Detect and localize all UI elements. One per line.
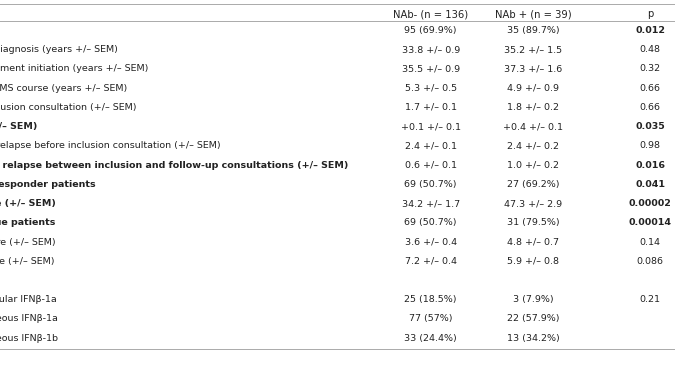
- Text: EDSS at inclusion consultation (+/– SEM): EDSS at inclusion consultation (+/– SEM): [0, 103, 136, 112]
- Text: % of non-responder patients: % of non-responder patients: [0, 180, 95, 189]
- Text: 0.086: 0.086: [637, 257, 664, 266]
- Text: 1.8 +/– 0.2: 1.8 +/– 0.2: [507, 103, 560, 112]
- Text: MFIS score (+/– SEM): MFIS score (+/– SEM): [0, 199, 55, 208]
- Text: 37.3 +/– 1.6: 37.3 +/– 1.6: [504, 64, 562, 74]
- Text: 31 (79.5%): 31 (79.5%): [507, 218, 560, 227]
- Text: NAb- (n = 136): NAb- (n = 136): [393, 9, 468, 20]
- Text: MSTCQ score (+/– SEM): MSTCQ score (+/– SEM): [0, 257, 54, 266]
- Text: Intramuscular IFNβ-1a: Intramuscular IFNβ-1a: [0, 295, 57, 304]
- Text: 0.6 +/– 0.1: 0.6 +/– 0.1: [404, 161, 457, 170]
- Text: Subcutaneous IFNβ-1b: Subcutaneous IFNβ-1b: [0, 334, 58, 343]
- Text: p: p: [647, 9, 653, 20]
- Text: 69 (50.7%): 69 (50.7%): [404, 218, 457, 227]
- Text: 4.9 +/– 0.9: 4.9 +/– 0.9: [507, 84, 560, 93]
- Text: Age at treatment initiation (years +/– SEM): Age at treatment initiation (years +/– S…: [0, 64, 148, 74]
- Text: +0.4 +/– 0.1: +0.4 +/– 0.1: [504, 122, 563, 131]
- Text: 0.00014: 0.00014: [628, 218, 672, 227]
- Text: NAb + (n = 39): NAb + (n = 39): [495, 9, 572, 20]
- Text: 33 (24.4%): 33 (24.4%): [404, 334, 457, 343]
- Text: 0.21: 0.21: [639, 295, 661, 304]
- Text: ΔEDSS* (+/– SEM): ΔEDSS* (+/– SEM): [0, 122, 37, 131]
- Text: 35.5 +/– 0.9: 35.5 +/– 0.9: [402, 64, 460, 74]
- Text: 0.66: 0.66: [639, 84, 661, 93]
- Text: 77 (57%): 77 (57%): [409, 314, 452, 323]
- Text: 2.4 +/– 0.1: 2.4 +/– 0.1: [404, 141, 457, 150]
- Text: % of fatigue patients: % of fatigue patients: [0, 218, 55, 227]
- Text: 2.4 +/– 0.2: 2.4 +/– 0.2: [507, 141, 560, 150]
- Text: Number of relapse before inclusion consultation (+/– SEM): Number of relapse before inclusion consu…: [0, 141, 220, 150]
- Text: Age at MS diagnosis (years +/– SEM): Age at MS diagnosis (years +/– SEM): [0, 45, 117, 54]
- Text: 0.14: 0.14: [639, 238, 661, 247]
- Text: Duration of MS course (years +/– SEM): Duration of MS course (years +/– SEM): [0, 84, 127, 93]
- Text: 5.9 +/– 0.8: 5.9 +/– 0.8: [507, 257, 560, 266]
- Text: 0.035: 0.035: [635, 122, 665, 131]
- Text: 69 (50.7%): 69 (50.7%): [404, 180, 457, 189]
- Text: 1.7 +/– 0.1: 1.7 +/– 0.1: [404, 103, 457, 112]
- Text: 5.3 +/– 0.5: 5.3 +/– 0.5: [404, 84, 457, 93]
- Text: 0.48: 0.48: [639, 45, 661, 54]
- Text: 4.8 +/– 0.7: 4.8 +/– 0.7: [507, 238, 560, 247]
- Text: +0.1 +/– 0.1: +0.1 +/– 0.1: [401, 122, 460, 131]
- Text: 13 (34.2%): 13 (34.2%): [507, 334, 560, 343]
- Text: 7.2 +/– 0.4: 7.2 +/– 0.4: [404, 257, 457, 266]
- Text: 25 (18.5%): 25 (18.5%): [404, 295, 457, 304]
- Text: MADRS score (+/– SEM): MADRS score (+/– SEM): [0, 238, 55, 247]
- Text: 3.6 +/– 0.4: 3.6 +/– 0.4: [404, 238, 457, 247]
- Text: 33.8 +/– 0.9: 33.8 +/– 0.9: [402, 45, 460, 54]
- Text: 1.0 +/– 0.2: 1.0 +/– 0.2: [507, 161, 560, 170]
- Text: 0.98: 0.98: [639, 141, 661, 150]
- Text: 35 (89.7%): 35 (89.7%): [507, 26, 560, 35]
- Text: 22 (57.9%): 22 (57.9%): [507, 314, 560, 323]
- Text: 0.32: 0.32: [639, 64, 661, 74]
- Text: 0.041: 0.041: [635, 180, 665, 189]
- Text: 3 (7.9%): 3 (7.9%): [513, 295, 554, 304]
- Text: Subcutaneous IFNβ-1a: Subcutaneous IFNβ-1a: [0, 314, 57, 323]
- Text: 0.66: 0.66: [639, 103, 661, 112]
- Text: 47.3 +/– 2.9: 47.3 +/– 2.9: [504, 199, 562, 208]
- Text: 0.016: 0.016: [635, 161, 665, 170]
- Text: Number of relapse between inclusion and follow-up consultations (+/– SEM): Number of relapse between inclusion and …: [0, 161, 348, 170]
- Text: 35.2 +/– 1.5: 35.2 +/– 1.5: [504, 45, 562, 54]
- Text: 95 (69.9%): 95 (69.9%): [404, 26, 457, 35]
- Text: 27 (69.2%): 27 (69.2%): [507, 180, 560, 189]
- Text: 0.00002: 0.00002: [628, 199, 672, 208]
- Text: 0.012: 0.012: [635, 26, 665, 35]
- Text: 34.2 +/– 1.7: 34.2 +/– 1.7: [402, 199, 460, 208]
